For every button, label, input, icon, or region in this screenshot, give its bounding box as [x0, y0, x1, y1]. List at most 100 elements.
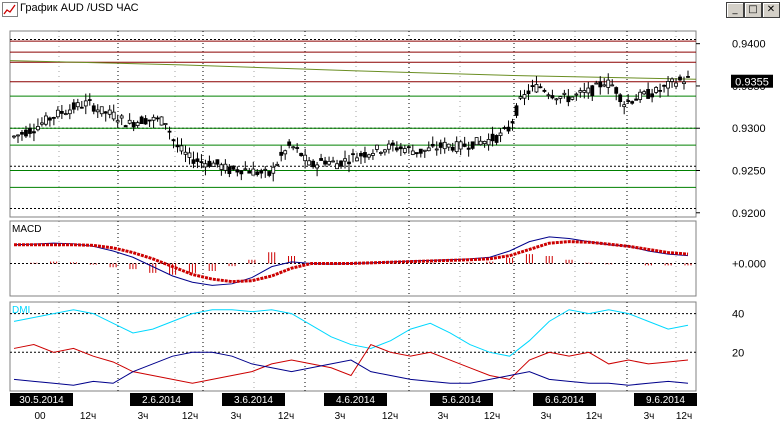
candle-body	[99, 106, 104, 115]
candle-body	[654, 87, 658, 93]
candle-body	[670, 78, 674, 82]
candle-body	[554, 98, 559, 101]
dmi-minus-line	[13, 351, 689, 386]
candle-body	[526, 90, 531, 95]
candle-body	[530, 85, 535, 87]
candle-body	[203, 163, 208, 168]
candle-body	[566, 96, 571, 103]
candle-body	[223, 163, 228, 171]
forex-chart[interactable]: 0.94000.93500.93000.92500.92000.9355MACD…	[0, 19, 780, 431]
moving-average-line	[9, 60, 697, 80]
candle-body	[382, 149, 387, 153]
candle-body	[91, 105, 96, 112]
candle-body	[323, 160, 327, 165]
current-price-tag	[731, 74, 773, 88]
candle-body	[267, 171, 272, 176]
candle-body	[422, 149, 427, 152]
candle-body	[239, 170, 244, 175]
dmi-panel	[9, 301, 697, 392]
candle-body	[418, 148, 423, 154]
date-label: 4.6.2014	[336, 395, 375, 406]
minimize-icon[interactable]: _	[726, 2, 744, 18]
candle-body	[127, 119, 132, 124]
hour-label: 3ч	[138, 411, 149, 422]
candle-body	[626, 100, 631, 102]
candle-body	[219, 164, 224, 170]
candle-body	[390, 142, 395, 146]
candle-body	[367, 154, 371, 158]
close-icon[interactable]: ✕	[762, 2, 780, 18]
candle-body	[578, 90, 583, 93]
candle-body	[602, 84, 607, 87]
candle-body	[550, 95, 555, 99]
candle-body	[406, 146, 411, 149]
candle-body	[211, 162, 216, 167]
candle-body	[36, 126, 40, 131]
candle-body	[598, 81, 603, 88]
hour-label: 12ч	[586, 411, 602, 422]
candle-body	[24, 129, 28, 137]
candle-body	[255, 171, 260, 175]
date-label-box	[130, 393, 193, 406]
candle-body	[430, 143, 435, 147]
hour-label: 12ч	[676, 411, 692, 422]
candle-body	[522, 94, 527, 99]
current-price-label: 0.9355	[735, 77, 769, 89]
hour-label: 12ч	[278, 411, 294, 422]
candle-body	[351, 153, 355, 156]
hour-label: 3ч	[644, 411, 655, 422]
candle-body	[347, 161, 351, 165]
candle-body	[135, 122, 140, 126]
candle-body	[363, 152, 367, 158]
dmi-adx-line	[13, 309, 689, 357]
candle-body	[434, 148, 439, 151]
candle-body	[32, 131, 36, 134]
candle-body	[16, 134, 20, 137]
date-label-box	[10, 393, 73, 406]
title-bar[interactable]: График AUD /USD ЧАС _ □ ✕	[0, 0, 780, 20]
candle-body	[614, 87, 619, 94]
candle-body	[215, 159, 220, 165]
candle-body	[510, 121, 515, 124]
candle-body	[115, 120, 120, 123]
candle-body	[28, 127, 32, 134]
candle-body	[67, 109, 72, 115]
candle-body	[686, 76, 690, 78]
chart-icon	[2, 2, 18, 17]
candle-body	[343, 158, 347, 162]
maximize-icon[interactable]: □	[744, 2, 762, 18]
candle-body	[167, 130, 172, 133]
hour-label: 3ч	[438, 411, 449, 422]
candle-body	[486, 138, 491, 146]
candle-body	[394, 147, 399, 151]
candle-body	[478, 140, 483, 146]
price-tick-label: 0.9400	[732, 39, 766, 51]
candle-body	[131, 122, 136, 128]
date-label-box	[324, 393, 387, 406]
candle-body	[426, 147, 431, 152]
candle-body	[375, 144, 379, 150]
candle-body	[159, 116, 164, 126]
candle-body	[63, 113, 68, 115]
candle-body	[283, 150, 288, 155]
candle-body	[151, 116, 156, 121]
date-label: 6.6.2014	[545, 395, 584, 406]
candle-body	[594, 82, 599, 85]
candle-body	[55, 109, 60, 118]
candle-body	[271, 166, 276, 174]
candle-body	[59, 110, 64, 114]
chart-area[interactable]: 0.94000.93500.93000.92500.92000.9355MACD…	[0, 19, 780, 431]
candle-body	[191, 159, 196, 164]
candle-body	[251, 168, 256, 176]
hour-label: 3ч	[335, 411, 346, 422]
candle-body	[402, 148, 407, 153]
candle-body	[386, 143, 391, 150]
candle-body	[666, 81, 670, 89]
candle-body	[674, 82, 678, 87]
candle-body	[678, 76, 682, 81]
date-label-box	[430, 393, 493, 406]
candle-body	[570, 96, 575, 100]
hour-label: 3ч	[541, 411, 552, 422]
candle-body	[247, 170, 252, 174]
candle-body	[263, 168, 268, 171]
